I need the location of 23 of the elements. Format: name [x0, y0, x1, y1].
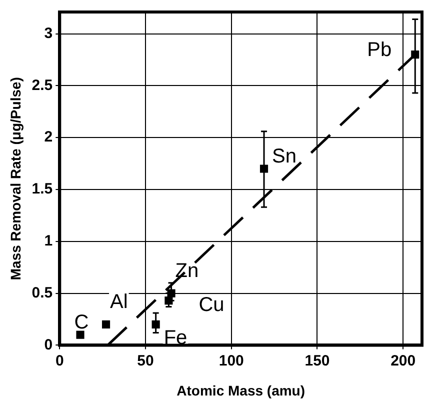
point — [76, 330, 84, 339]
y-tick-label: 2.5 — [32, 76, 53, 94]
x-axis-title: Atomic Mass (amu) — [176, 382, 306, 398]
y-tick-label: 2 — [44, 128, 53, 146]
x-tick-label: 50 — [137, 352, 154, 370]
y-tick-label: 3 — [44, 24, 53, 42]
annotation: Zn — [175, 260, 199, 282]
x-tick-label: 150 — [304, 352, 330, 370]
annotation: Pb — [367, 39, 392, 62]
annotation: Al — [110, 290, 128, 313]
annotation: Sn — [272, 145, 296, 168]
y-tick-label: 1 — [44, 232, 53, 250]
y-tick-label: 0 — [44, 336, 53, 354]
annotation: Fe — [164, 326, 188, 349]
x-tick-label: 0 — [55, 352, 64, 370]
x-tick-label: 200 — [390, 352, 416, 370]
y-axis-title: Mass Removal Rate (μg/Pulse) — [7, 77, 24, 280]
y-tick-label: 0.5 — [32, 284, 53, 302]
point — [102, 320, 110, 328]
y-tick-label: 1.5 — [32, 180, 53, 198]
annotation: C — [74, 311, 89, 334]
annotation: Cu — [198, 294, 224, 316]
x-tick-label: 100 — [218, 352, 244, 370]
